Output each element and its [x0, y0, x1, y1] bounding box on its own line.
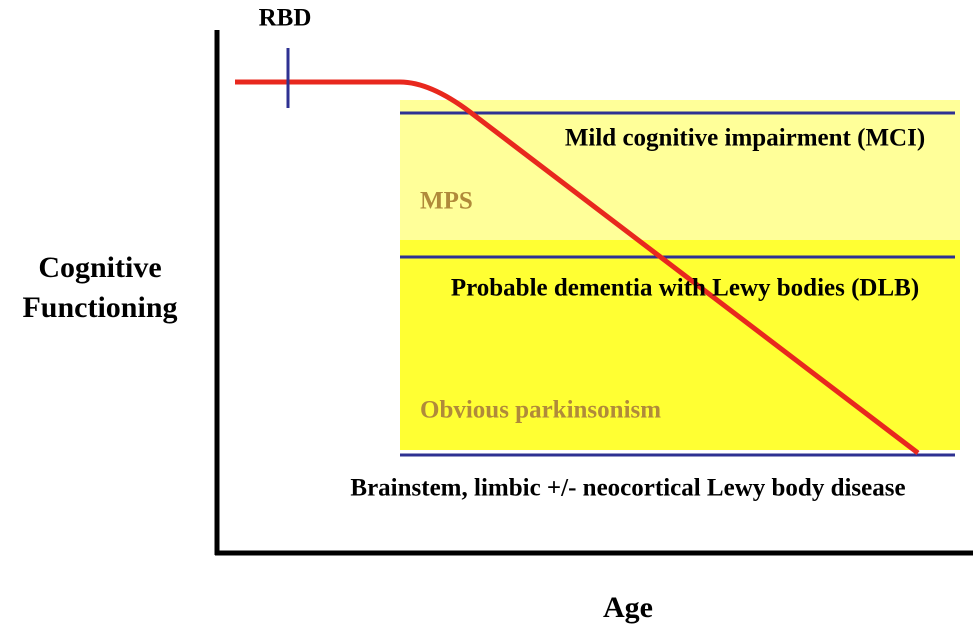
decline-curve [235, 79, 920, 455]
marker-label: RBD [259, 5, 312, 32]
zone-label: Probable dementia with Lewy bodies (DLB) [451, 275, 919, 302]
zone-label: Mild cognitive impairment (MCI) [565, 125, 925, 152]
zone-note: Obvious parkinsonism [420, 397, 661, 424]
baseline-label: Brainstem, limbic +/- neocortical Lewy b… [350, 475, 905, 502]
y-axis-label: Functioning [22, 291, 177, 324]
zone-note: MPS [420, 188, 473, 215]
y-axis-label: Cognitive [38, 251, 161, 284]
x-axis-label: Age [603, 591, 653, 624]
mci-zone [400, 100, 960, 240]
